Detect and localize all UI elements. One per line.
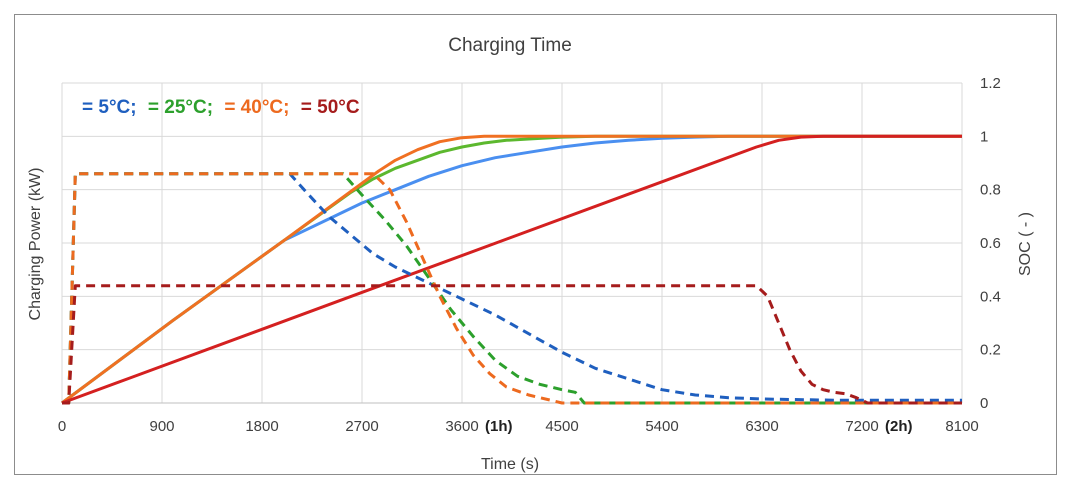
x-axis-label: Time (s) bbox=[481, 456, 539, 473]
axes: 0 0.2 0.4 0.6 0.8 1 1.2 0 900 1800 2700 3600 4500 540… bbox=[58, 75, 1001, 435]
chart-title: Charging Time bbox=[448, 35, 572, 56]
series-line-40-c-soc bbox=[61, 134, 962, 405]
series-line-40-c-power bbox=[62, 172, 962, 405]
x-tick-annotation: (2h) bbox=[885, 418, 913, 435]
y-tick-label: 1 bbox=[980, 128, 988, 145]
y-tick-label: 1.2 bbox=[980, 75, 1001, 92]
x-tick-label: 6300 bbox=[745, 418, 778, 435]
y-axis-left-label: Charging Power (kW) bbox=[27, 168, 44, 321]
series-layer bbox=[61, 134, 962, 405]
x-tick-label: 5400 bbox=[645, 418, 678, 435]
series-line-5-c-power bbox=[62, 172, 962, 405]
legend-entry-50c: = 50°C bbox=[301, 97, 360, 118]
series-line-25-c-soc bbox=[61, 134, 962, 405]
x-tick-label: 0 bbox=[58, 418, 66, 435]
series-line-50-c-soc bbox=[61, 134, 962, 405]
y-axis-right-label: SOC ( - ) bbox=[1017, 212, 1034, 276]
y-tick-label: 0.4 bbox=[980, 288, 1001, 305]
x-tick-label: 2700 bbox=[345, 418, 378, 435]
series-line-5-c-soc bbox=[61, 134, 962, 405]
x-tick-label: 900 bbox=[149, 418, 174, 435]
x-tick-label: 1800 bbox=[245, 418, 278, 435]
legend: = 5°C; = 25°C; = 40°C; = 50°C bbox=[82, 97, 360, 118]
grid bbox=[61, 82, 963, 404]
x-tick-label: 3600 bbox=[445, 418, 478, 435]
y-tick-label: 0.6 bbox=[980, 235, 1001, 252]
x-tick-label: 7200 bbox=[845, 418, 878, 435]
series-line-25-c-power bbox=[62, 172, 962, 405]
chart-frame bbox=[14, 14, 1057, 475]
legend-entry-5c: = 5°C; bbox=[82, 97, 137, 118]
x-tick-annotation: (1h) bbox=[485, 418, 513, 435]
series-line-50-c-power bbox=[62, 284, 962, 405]
y-tick-label: 0 bbox=[980, 395, 988, 412]
y-tick-label: 0.8 bbox=[980, 182, 1001, 199]
x-tick-label: 8100 bbox=[945, 418, 978, 435]
x-tick-label: 4500 bbox=[545, 418, 578, 435]
legend-entry-25c: = 25°C; bbox=[148, 97, 213, 118]
y-tick-label: 0.2 bbox=[980, 342, 1001, 359]
legend-entry-40c: = 40°C; bbox=[224, 97, 289, 118]
